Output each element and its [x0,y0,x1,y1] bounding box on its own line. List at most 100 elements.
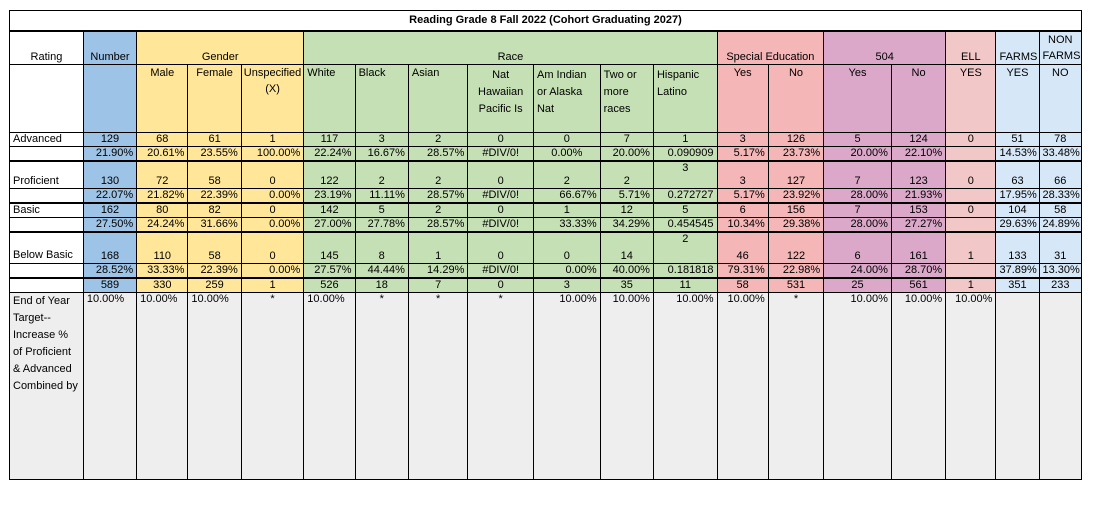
cell-percent: 0.00% [240,217,305,233]
header-sped-no: No [767,63,825,133]
cell-percent: #DIV/0! [467,262,534,279]
cell-count: 1 [532,202,601,218]
cell-percent: 33.33% [532,217,601,233]
cell-percent: 5.71% [599,188,654,204]
cell-count: 2 [407,160,469,189]
cell-count: 133 [995,231,1040,264]
header-nonfarms-no: NO [1038,63,1083,133]
cell-count: 46 [716,231,769,264]
header-gender: Gender [136,30,305,65]
cell-count: 5 [354,202,409,218]
cell-count: 1 [240,131,305,147]
row-below-basic-counts: Below Basic 168 110 58 0 145 8 1 0 0 14 … [9,231,1083,264]
cell-percent: 20.61% [136,145,189,162]
cell-percent: 31.66% [187,217,242,233]
cell-count: 153 [890,202,947,218]
cell-percent: #DIV/0! [467,217,534,233]
cell-percent: 33.33% [136,262,189,279]
cell-percent: 24.00% [823,262,892,279]
cell-target: 10.00% [599,291,654,480]
cell-count: 6 [716,202,769,218]
cell-count: 5 [823,131,892,147]
cell-percent: 23.19% [303,188,356,204]
cell-total: 35 [599,277,654,293]
header-rating: Rating [9,30,84,65]
cell-percent: 44.44% [354,262,409,279]
cell-percent: 22.39% [187,262,242,279]
cell-percent [945,188,997,204]
header-farms-yes: YES [995,63,1040,133]
cell-percent: 27.57% [303,262,356,279]
cell-percent: 28.57% [407,145,469,162]
header-sped-yes: Yes [716,63,769,133]
cell-percent: 27.27% [890,217,947,233]
cell-count: 6 [823,231,892,264]
cell-percent: 5.17% [716,145,769,162]
cell-percent [945,145,997,162]
spreadsheet: Reading Grade 8 Fall 2022 (Cohort Gradua… [9,10,1083,513]
cell-total: 531 [767,277,825,293]
cell-percent: 21.93% [890,188,947,204]
cell-percent: #DIV/0! [467,145,534,162]
header-number: Number [82,30,138,65]
cell-target: 10.00% [187,291,242,480]
cell-count: 124 [890,131,947,147]
cell-count: 51 [995,131,1040,147]
table-title: Reading Grade 8 Fall 2022 (Cohort Gradua… [9,10,1082,32]
cell-target: 10.00% [823,291,892,480]
cell-count: 61 [187,131,242,147]
cell-percent: 22.07% [82,188,138,204]
cell-total: 0 [467,277,534,293]
cell-percent: 100.00% [240,145,305,162]
cell-count: 72 [136,160,189,189]
cell-count: 0 [240,202,305,218]
cell-count: 2 [532,160,601,189]
header-am-indian: Am Indian or Alaska Nat [532,63,601,133]
header-unspecified: Unspecified (X) [240,63,305,133]
cell-target: 10.00% [716,291,769,480]
cell-count: 2 [354,160,409,189]
cell-target [995,291,1040,480]
cell-total: 233 [1038,277,1083,293]
cell-percent: 28.70% [890,262,947,279]
cell-percent: 14.29% [407,262,469,279]
cell-target: 10.00% [303,291,356,480]
cell-count: 80 [136,202,189,218]
cell-target: 10.00% [82,291,138,480]
row-totals: 589 330 259 1 526 18 7 0 3 35 11 58 531 … [9,277,1083,293]
cell-percent: 66.67% [532,188,601,204]
row-advanced-percents: 21.90% 20.61% 23.55% 100.00% 22.24% 16.6… [9,145,1083,162]
cell-percent: 28.00% [823,188,892,204]
cell-count: 104 [995,202,1040,218]
cell-percent: 37.89% [995,262,1040,279]
header-number-blank [82,63,138,133]
cell-target: * [354,291,409,480]
cell-total: 18 [354,277,409,293]
cell-target: 10.00% [890,291,947,480]
cell-count: 5 [652,202,718,218]
cell-percent: 0.00% [240,262,305,279]
cell-count: 8 [354,231,409,264]
cell-count: 1 [945,231,997,264]
cell-target [1038,291,1083,480]
cell-total: 589 [82,277,138,293]
cell-count: 7 [823,202,892,218]
cell-percent: 0.00% [532,262,601,279]
cell-percent: 23.92% [767,188,825,204]
row-basic-percents: 27.50% 24.24% 31.66% 0.00% 27.00% 27.78%… [9,217,1083,233]
cell-count: 2 [599,160,654,189]
cell-percent: 28.57% [407,217,469,233]
header-race: Race [303,30,718,65]
cell-target: * [467,291,534,480]
row-below-basic-percents: 28.52% 33.33% 22.39% 0.00% 27.57% 44.44%… [9,262,1083,279]
cell-count: 3 [716,131,769,147]
cell-count: 161 [890,231,947,264]
cell-total: 58 [716,277,769,293]
cell-count: 0 [532,131,601,147]
row-label-blank [9,277,84,293]
cell-total: 526 [303,277,356,293]
cell-count: 129 [82,131,138,147]
header-special-education: Special Education [716,30,825,65]
cell-percent: 14.53% [995,145,1040,162]
cell-total: 561 [890,277,947,293]
